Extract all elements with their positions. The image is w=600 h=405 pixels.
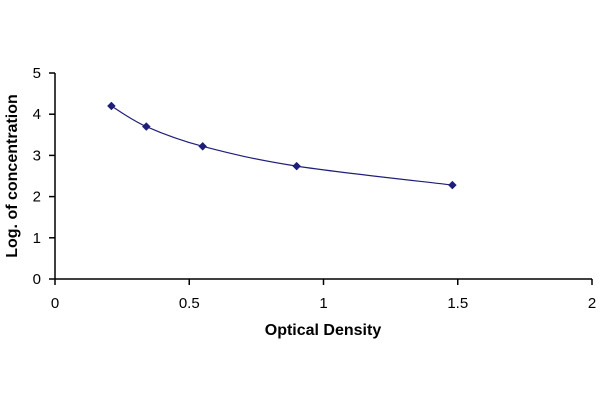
- y-tick-label: 1: [33, 230, 41, 247]
- x-axis-title: Optical Density: [265, 322, 382, 339]
- data-point: [448, 180, 457, 190]
- data-point: [107, 101, 116, 111]
- y-tick-label: 2: [33, 189, 41, 206]
- trend-curve-layer: [111, 105, 453, 186]
- y-tick-label: 5: [33, 65, 41, 82]
- x-tick-label: 1: [319, 295, 327, 312]
- data-point: [292, 161, 302, 171]
- x-tick-label: 2: [588, 295, 596, 312]
- x-tick-label: 1.5: [447, 295, 468, 312]
- trend-curve: [111, 105, 453, 186]
- data-points: [107, 101, 457, 190]
- y-axis-title: Log. of concentration: [4, 94, 21, 258]
- tick-labels: 0 0.5 1 1.5 2 0 1 2 3 4 5: [33, 65, 597, 312]
- y-tick-label: 4: [33, 106, 41, 123]
- data-point: [141, 122, 151, 131]
- y-tick-label: 0: [33, 271, 41, 288]
- x-tick-label: 0.5: [179, 295, 200, 312]
- axes: [54, 73, 592, 280]
- tick-marks: [49, 72, 593, 285]
- data-point: [198, 141, 208, 151]
- y-tick-label: 3: [33, 147, 41, 164]
- x-tick-label: 0: [51, 295, 59, 312]
